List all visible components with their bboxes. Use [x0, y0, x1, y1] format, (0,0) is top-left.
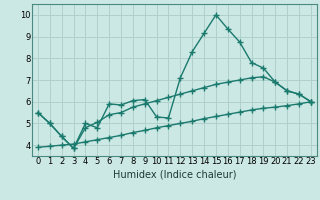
X-axis label: Humidex (Indice chaleur): Humidex (Indice chaleur) — [113, 169, 236, 179]
